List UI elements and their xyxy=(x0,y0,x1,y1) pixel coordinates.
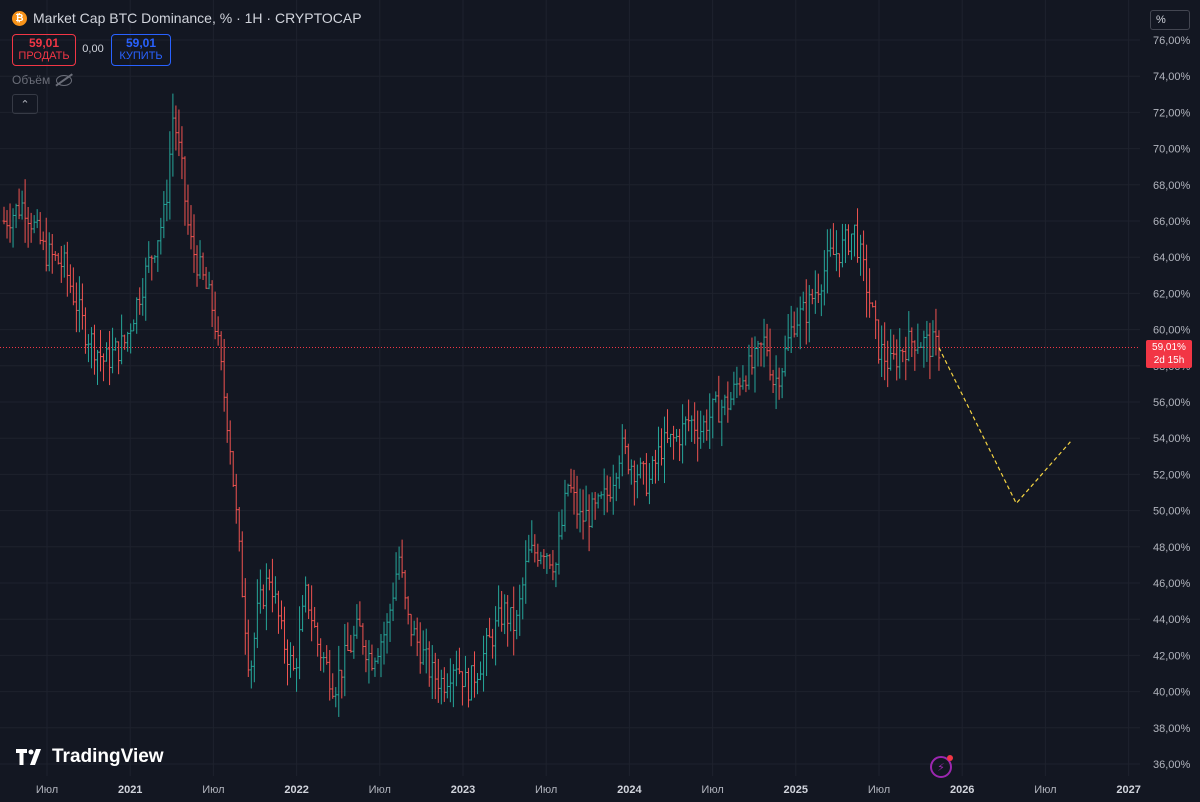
tradingview-logo[interactable]: TradingView xyxy=(16,746,164,768)
y-tick-label: 74,00% xyxy=(1153,71,1191,83)
x-tick-label: Июл xyxy=(868,784,890,796)
x-tick-label: 2025 xyxy=(784,784,808,796)
eye-hidden-icon[interactable] xyxy=(55,72,73,86)
y-tick-label: 60,00% xyxy=(1153,325,1191,337)
price-axis[interactable]: 36,00% 38,00% 40,00% 42,00% 44,00% 46,00% 48,0… xyxy=(1153,35,1191,771)
notification-dot xyxy=(947,755,953,761)
current-price-value: 59,01% xyxy=(1152,342,1186,353)
x-tick-label: 2024 xyxy=(617,784,642,796)
sell-button[interactable]: 59,01 ПРОДАТЬ xyxy=(12,34,76,66)
x-tick-label: Июл xyxy=(535,784,557,796)
y-tick-label: 72,00% xyxy=(1153,107,1191,119)
y-tick-label: 44,00% xyxy=(1153,614,1191,626)
collapse-legend-button[interactable]: ⌃ xyxy=(12,94,38,114)
bar-countdown: 2d 15h xyxy=(1153,355,1185,366)
buy-button[interactable]: 59,01 КУПИТЬ xyxy=(111,34,171,66)
current-price-tag: 59,01% 2d 15h xyxy=(1146,340,1192,368)
x-tick-label: 2027 xyxy=(1116,784,1140,796)
volume-indicator[interactable]: Объём xyxy=(12,72,73,87)
x-tick-label: Июл xyxy=(701,784,723,796)
y-tick-label: 42,00% xyxy=(1153,650,1191,662)
y-tick-label: 66,00% xyxy=(1153,216,1191,228)
candlestick-series xyxy=(2,93,941,717)
y-tick-label: 50,00% xyxy=(1153,506,1191,518)
x-tick-label: 2023 xyxy=(451,784,475,796)
volume-label: Объём xyxy=(12,73,51,87)
x-tick-label: 2022 xyxy=(284,784,308,796)
x-tick-label: Июл xyxy=(1034,784,1056,796)
symbol-title[interactable]: Market Cap BTC Dominance, % · 1H · CRYPT… xyxy=(33,10,362,26)
chevron-up-icon: ⌃ xyxy=(20,98,30,111)
x-tick-label: Июл xyxy=(202,784,224,796)
x-tick-label: 2026 xyxy=(950,784,974,796)
spread-value: 0,00 xyxy=(82,43,104,55)
y-tick-label: 54,00% xyxy=(1153,433,1191,445)
y-tick-label: 40,00% xyxy=(1153,687,1191,699)
x-tick-label: 2021 xyxy=(118,784,142,796)
y-tick-label: 46,00% xyxy=(1153,578,1191,590)
y-tick-label: 48,00% xyxy=(1153,542,1191,554)
scale-mode-button[interactable]: % xyxy=(1150,10,1190,30)
sell-price: 59,01 xyxy=(28,36,60,50)
x-tick-label: Июл xyxy=(36,784,58,796)
y-tick-label: 70,00% xyxy=(1153,144,1191,156)
x-tick-label: Июл xyxy=(369,784,391,796)
y-tick-label: 68,00% xyxy=(1153,180,1191,192)
lightning-alert-icon[interactable]: ⚡ xyxy=(930,755,953,778)
bitcoin-icon: ₿ xyxy=(12,10,27,26)
y-tick-label: 52,00% xyxy=(1153,469,1191,481)
time-axis[interactable]: Июл 2021 Июл 2022 Июл 2023 Июл 2024 Июл 2025 Июл 20… xyxy=(36,784,1141,796)
chart-header: ₿ Market Cap BTC Dominance, % · 1H · CRY… xyxy=(12,10,362,26)
y-tick-label: 64,00% xyxy=(1153,252,1191,264)
buy-price: 59,01 xyxy=(125,36,157,50)
tradingview-mark-icon xyxy=(16,749,41,765)
buy-label: КУПИТЬ xyxy=(119,50,163,62)
y-tick-label: 56,00% xyxy=(1153,397,1191,409)
y-tick-label: 76,00% xyxy=(1153,35,1191,47)
sell-label: ПРОДАТЬ xyxy=(18,50,70,62)
branding-text: TradingView xyxy=(52,746,164,767)
projection-line xyxy=(938,347,1071,505)
y-tick-label: 62,00% xyxy=(1153,288,1191,300)
y-tick-label: 36,00% xyxy=(1153,759,1191,771)
chart-grid xyxy=(0,0,1140,776)
y-tick-label: 38,00% xyxy=(1153,723,1191,735)
